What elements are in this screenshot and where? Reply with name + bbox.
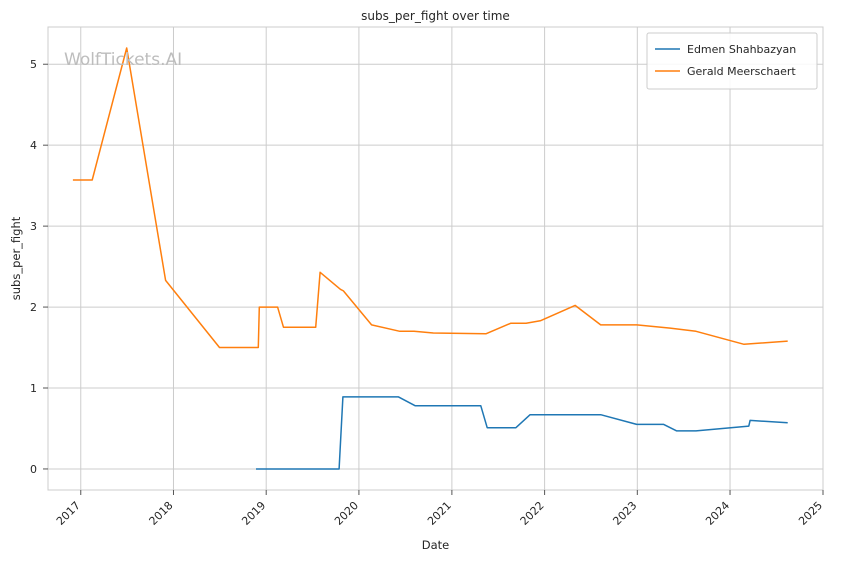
legend-label-0: Edmen Shahbazyan bbox=[687, 43, 796, 56]
grid-lines bbox=[48, 27, 824, 490]
series-lines bbox=[72, 47, 788, 470]
chart-title: subs_per_fight over time bbox=[361, 9, 510, 23]
y-tick-label: 2 bbox=[30, 301, 37, 314]
plot-area-frame bbox=[47, 26, 824, 491]
legend-box bbox=[646, 32, 818, 90]
x-tick-label: 2024 bbox=[703, 499, 732, 528]
x-axis-ticks: 2017 2018 2019 2020 2021 2022 2023 2024 2025 bbox=[54, 490, 825, 528]
x-tick-label: 2017 bbox=[54, 499, 83, 528]
legend-label-1: Gerald Meerschaert bbox=[687, 65, 796, 78]
x-axis-label: Date bbox=[422, 538, 450, 552]
y-tick-label: 0 bbox=[30, 463, 37, 476]
y-tick-label: 3 bbox=[30, 220, 37, 233]
x-tick-label: 2018 bbox=[147, 499, 176, 528]
x-tick-label: 2020 bbox=[332, 499, 361, 528]
y-axis-ticks: 0 1 2 3 4 5 bbox=[30, 58, 48, 476]
x-tick-label: 2022 bbox=[518, 499, 547, 528]
y-tick-label: 4 bbox=[30, 139, 37, 152]
x-tick-label: 2021 bbox=[425, 499, 454, 528]
x-tick-label: 2019 bbox=[239, 499, 268, 528]
x-tick-label: 2023 bbox=[610, 499, 639, 528]
y-tick-label: 5 bbox=[30, 58, 37, 71]
y-axis-label: subs_per_fight bbox=[9, 216, 23, 300]
watermark-text: WolfTickets.AI bbox=[64, 50, 182, 70]
series-line-1 bbox=[72, 47, 788, 349]
x-tick-label: 2025 bbox=[796, 499, 825, 528]
y-tick-label: 1 bbox=[30, 382, 37, 395]
series-line-0 bbox=[256, 396, 788, 470]
legend: Edmen Shahbazyan Gerald Meerschaert bbox=[646, 32, 818, 90]
